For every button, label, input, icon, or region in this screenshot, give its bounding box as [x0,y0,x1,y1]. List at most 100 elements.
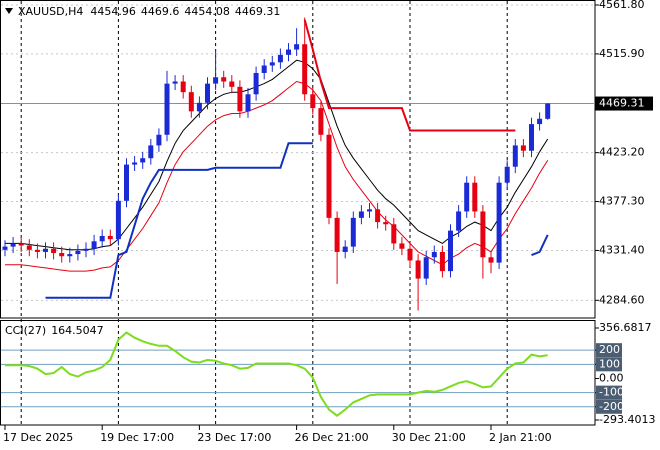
overlay-line [45,142,313,299]
level-label-box [596,385,622,400]
candle-body [545,103,551,119]
candle-body [229,81,235,87]
overlay-line [5,80,549,272]
x-tick-label: 30 Dec 21:00 [392,431,466,444]
collapse-icon [5,8,13,14]
indicator-tick-label: -293.4013 [599,413,655,426]
candle-body [326,134,332,218]
level-label-box [596,357,622,372]
candle-body [415,260,421,279]
candle-body [164,83,170,135]
candle-body [318,108,324,135]
indicator-line [5,331,548,417]
low-value: 4454.08 [184,5,230,18]
candle-body [43,248,48,252]
candle-body [67,254,73,257]
indicator-tick-label: -100 [599,386,624,399]
candle-body [310,94,316,109]
y-tick-label: 4561.80 [599,0,645,11]
open-value: 4454.96 [90,5,136,18]
level-label-box [596,399,622,414]
last-price-label: 4469.31 [599,97,645,110]
candle-body [196,102,202,112]
candle-body [172,81,178,84]
y-tick-label: 4284.60 [599,293,645,306]
indicator-tick-label: 100 [599,357,620,370]
candle-body [205,83,210,103]
y-tick-label: 4423.20 [599,146,645,159]
candle-body [529,124,534,151]
candle-body [423,257,429,279]
candle-body [512,145,518,167]
candle-body [496,182,502,263]
candle-body [480,211,486,258]
candle-body [504,166,510,183]
candle-body [350,217,356,247]
candle-body [407,248,413,261]
candle-body [124,164,129,201]
candle-body [294,44,300,50]
close-value: 4469.31 [235,5,281,18]
candle-body [448,230,453,272]
candle-body [180,81,186,93]
indicator-tick-label: 356.6817 [599,321,652,334]
candle-body [148,145,154,159]
candle-body [99,235,105,242]
candle-body [277,54,283,63]
plot-layer: 4561.80 4515.90 4423.20 4377.30 4331.40 4284.… [1,0,655,444]
candle-body [75,250,81,255]
candle-body [334,217,340,252]
candle-body [18,243,24,246]
overlay-line [531,234,549,257]
indicator-tick-label: 0.00 [599,371,624,384]
y-tick-label: 4515.90 [599,47,645,60]
candle-body [456,211,462,231]
x-tick-label: 2 Jan 21:00 [489,431,552,444]
candle-body [26,245,32,250]
candle-body [140,158,146,163]
candle-body [261,65,267,73]
candle-body [375,209,381,223]
y-tick-label: 4377.30 [599,195,645,208]
candle-body [34,249,40,252]
candle-body [107,235,113,240]
candle-body [245,94,251,112]
candle-body [286,49,291,55]
candle-body [132,162,138,165]
candle-body [83,248,89,251]
candle-body [188,92,194,112]
indicator-tick-label: 200 [599,343,620,356]
last-price-box [595,96,653,111]
candle-body [221,77,227,82]
candle-body [342,246,348,252]
candle-body [91,241,97,249]
candle-body [213,77,219,84]
candle-body [537,118,543,125]
candle-body [269,62,275,66]
candle-body [358,211,364,218]
x-tick-label: 23 Dec 17:00 [197,431,271,444]
candle-body [2,246,8,250]
candle-body [472,182,478,212]
candle-body [115,200,121,240]
candle-body [10,243,16,247]
candle-body [59,253,65,257]
x-tick-label: 17 Dec 2025 [3,431,73,444]
candle-body [439,251,445,272]
x-tick-label: 26 Dec 21:00 [295,431,369,444]
x-tick-label: 19 Dec 17:00 [100,431,174,444]
indicator-header: CCI(27) 164.5047 [5,324,104,337]
header: XAUUSD,H4 4454.96 4469.6 4454.08 4469.31 [18,5,280,18]
overlay-line [303,19,516,132]
y-tick-label: 4331.40 [599,243,645,256]
candle-body [253,72,259,95]
candle-body [391,224,397,244]
candle-body [383,222,389,225]
candle-body [520,145,526,151]
indicator-tick-label: -200 [599,400,624,413]
indicator-label: CCI(27) [5,324,46,337]
candle-body [464,182,470,212]
